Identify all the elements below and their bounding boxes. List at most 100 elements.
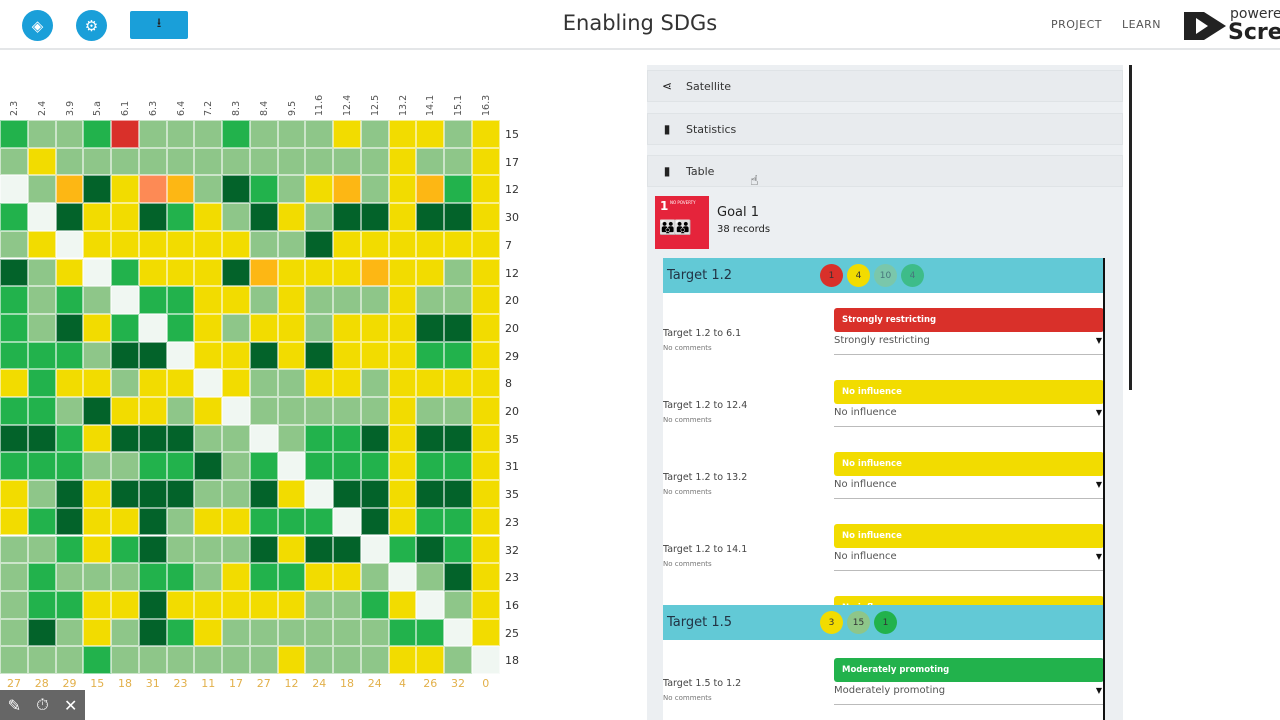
- heatmap-cell[interactable]: [27, 313, 56, 342]
- heatmap-cell[interactable]: [194, 369, 222, 397]
- heatmap-cell[interactable]: [388, 120, 417, 148]
- heatmap-cell[interactable]: [277, 563, 306, 591]
- heatmap-cell[interactable]: [111, 646, 139, 674]
- heatmap-cell[interactable]: [27, 618, 56, 647]
- heatmap-cell[interactable]: [360, 535, 389, 564]
- heatmap-cell[interactable]: [416, 147, 444, 176]
- heatmap-cell[interactable]: [111, 286, 139, 314]
- heatmap-cell[interactable]: [416, 563, 444, 591]
- heatmap-cell[interactable]: [166, 424, 195, 453]
- heatmap-cell[interactable]: [27, 535, 56, 564]
- heatmap-cell[interactable]: [305, 147, 333, 176]
- heatmap-cell[interactable]: [360, 175, 389, 204]
- heatmap-cell[interactable]: [83, 424, 111, 453]
- heatmap-cell[interactable]: [444, 535, 472, 564]
- heatmap-cell[interactable]: [0, 120, 28, 148]
- heatmap-cell[interactable]: [194, 590, 222, 619]
- heatmap-cell[interactable]: [360, 230, 389, 259]
- heatmap-cell[interactable]: [27, 120, 56, 148]
- heatmap-cell[interactable]: [83, 120, 111, 148]
- heatmap-cell[interactable]: [27, 286, 56, 314]
- heatmap-cell[interactable]: [305, 507, 333, 536]
- heatmap-cell[interactable]: [333, 313, 361, 342]
- heatmap-cell[interactable]: [138, 646, 167, 674]
- heatmap-cell[interactable]: [471, 175, 500, 204]
- heatmap-cell[interactable]: [249, 480, 278, 508]
- nav-learn[interactable]: LEARN: [1122, 18, 1161, 31]
- heatmap-cell[interactable]: [305, 480, 333, 508]
- heatmap-cell[interactable]: [111, 341, 139, 370]
- heatmap-cell[interactable]: [0, 313, 28, 342]
- heatmap-cell[interactable]: [55, 452, 84, 481]
- heatmap-cell[interactable]: [166, 147, 195, 176]
- heatmap-cell[interactable]: [305, 369, 333, 397]
- influence-select[interactable]: Strongly restricting ▼: [834, 333, 1103, 355]
- heatmap-cell[interactable]: [444, 507, 472, 536]
- heatmap-cell[interactable]: [416, 535, 444, 564]
- heatmap-cell[interactable]: [360, 341, 389, 370]
- heatmap-cell[interactable]: [471, 230, 500, 259]
- heatmap-cell[interactable]: [83, 535, 111, 564]
- heatmap-cell[interactable]: [471, 480, 500, 508]
- heatmap-cell[interactable]: [444, 646, 472, 674]
- heatmap-cell[interactable]: [360, 147, 389, 176]
- heatmap-cell[interactable]: [222, 203, 250, 231]
- heatmap-cell[interactable]: [360, 369, 389, 397]
- heatmap-cell[interactable]: [0, 646, 28, 674]
- heatmap-cell[interactable]: [83, 563, 111, 591]
- gear-icon[interactable]: ⚙: [76, 10, 107, 41]
- heatmap-cell[interactable]: [416, 618, 444, 647]
- heatmap-cell[interactable]: [27, 646, 56, 674]
- heatmap-cell[interactable]: [388, 507, 417, 536]
- heatmap-cell[interactable]: [138, 286, 167, 314]
- heatmap-cell[interactable]: [471, 397, 500, 425]
- heatmap-cell[interactable]: [388, 258, 417, 287]
- layers-icon[interactable]: ◈: [22, 10, 53, 41]
- heatmap-cell[interactable]: [444, 618, 472, 647]
- heatmap-cell[interactable]: [83, 590, 111, 619]
- heatmap-cell[interactable]: [55, 369, 84, 397]
- heatmap-cell[interactable]: [222, 507, 250, 536]
- heatmap-cell[interactable]: [138, 480, 167, 508]
- heatmap-cell[interactable]: [277, 646, 306, 674]
- target-header[interactable]: Target 1.2 1 4 10 4: [663, 258, 1103, 293]
- heatmap-cell[interactable]: [194, 341, 222, 370]
- heatmap-cell[interactable]: [360, 646, 389, 674]
- heatmap-cell[interactable]: [111, 424, 139, 453]
- heatmap-cell[interactable]: [222, 258, 250, 287]
- heatmap-cell[interactable]: [444, 341, 472, 370]
- heatmap-cell[interactable]: [0, 563, 28, 591]
- heatmap-cell[interactable]: [388, 397, 417, 425]
- heatmap-cell[interactable]: [138, 175, 167, 204]
- heatmap-cell[interactable]: [111, 120, 139, 148]
- heatmap-cell[interactable]: [0, 618, 28, 647]
- heatmap-cell[interactable]: [55, 286, 84, 314]
- heatmap-cell[interactable]: [138, 147, 167, 176]
- heatmap-cell[interactable]: [111, 175, 139, 204]
- heatmap-cell[interactable]: [83, 313, 111, 342]
- heatmap-cell[interactable]: [305, 590, 333, 619]
- heatmap-cell[interactable]: [194, 480, 222, 508]
- heatmap-cell[interactable]: [444, 424, 472, 453]
- heatmap-cell[interactable]: [333, 203, 361, 231]
- heatmap-cell[interactable]: [416, 230, 444, 259]
- heatmap-cell[interactable]: [111, 230, 139, 259]
- target-list[interactable]: Target 1.2 to 6.1 No comments Strongly res…: [663, 258, 1105, 720]
- heatmap-cell[interactable]: [305, 424, 333, 453]
- heatmap-cell[interactable]: [360, 286, 389, 314]
- heatmap-cell[interactable]: [222, 424, 250, 453]
- heatmap-cell[interactable]: [27, 563, 56, 591]
- heatmap-cell[interactable]: [277, 341, 306, 370]
- heatmap-cell[interactable]: [471, 535, 500, 564]
- heatmap-cell[interactable]: [55, 424, 84, 453]
- heatmap-cell[interactable]: [333, 175, 361, 204]
- target-header[interactable]: Target 1.5 3 15 1: [663, 605, 1103, 640]
- heatmap-cell[interactable]: [471, 286, 500, 314]
- heatmap-cell[interactable]: [111, 397, 139, 425]
- heatmap-cell[interactable]: [222, 341, 250, 370]
- heatmap-cell[interactable]: [249, 590, 278, 619]
- heatmap-cell[interactable]: [222, 397, 250, 425]
- heatmap-cell[interactable]: [111, 590, 139, 619]
- heatmap-cell[interactable]: [416, 203, 444, 231]
- nav-project[interactable]: PROJECT: [1051, 18, 1103, 31]
